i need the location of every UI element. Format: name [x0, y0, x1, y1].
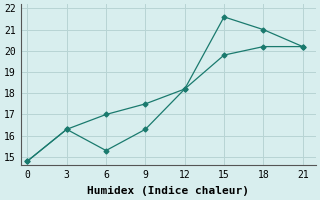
X-axis label: Humidex (Indice chaleur): Humidex (Indice chaleur) [87, 186, 249, 196]
